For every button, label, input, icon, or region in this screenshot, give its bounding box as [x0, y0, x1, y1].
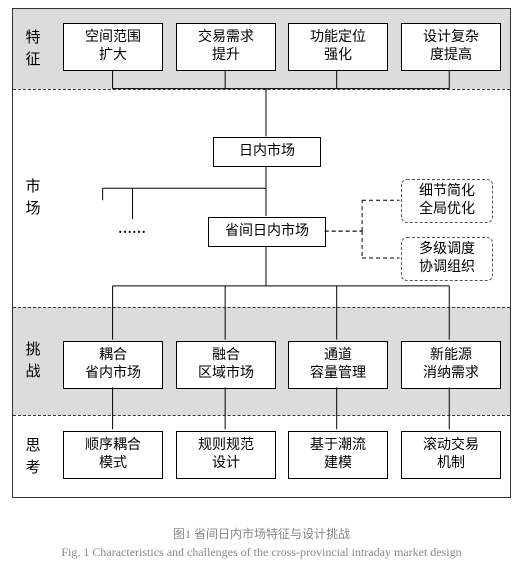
label-market: 市场	[13, 119, 53, 277]
diagram-frame: 特征 市场 挑战 思考 空间范围扩大 交易需求提升 功能定位强化 设计复杂度提高…	[12, 8, 511, 498]
label-market-text: 市场	[25, 176, 40, 221]
thoughts-box-0: 顺序耦合模式	[63, 431, 163, 479]
label-thoughts: 思考	[13, 415, 53, 499]
features-box-0: 空间范围扩大	[63, 23, 163, 71]
thoughts-box-1: 规则规范设计	[176, 431, 276, 479]
caption: 图1 省间日内市场特征与设计挑战 Fig. 1 Characteristics …	[0, 525, 523, 561]
label-thoughts-text: 思考	[25, 435, 40, 480]
label-features-text: 特征	[25, 27, 40, 72]
thoughts-box-3: 滚动交易机制	[401, 431, 501, 479]
features-box-1: 交易需求提升	[176, 23, 276, 71]
thoughts-box-2: 基于潮流建模	[288, 431, 388, 479]
intraday-market-box: 日内市场	[213, 137, 321, 167]
label-challenges-text: 挑战	[25, 339, 40, 384]
dash-3	[13, 415, 510, 416]
ellipsis: ……	[118, 222, 146, 238]
dash-2	[13, 307, 510, 308]
annot-0: 细节简化全局优化	[401, 179, 493, 223]
features-box-2: 功能定位强化	[288, 23, 388, 71]
challenges-box-1: 融合区域市场	[176, 341, 276, 389]
caption-en: Fig. 1 Characteristics and challenges of…	[0, 543, 523, 561]
challenges-box-2: 通道容量管理	[288, 341, 388, 389]
caption-zh: 图1 省间日内市场特征与设计挑战	[0, 525, 523, 543]
label-features: 特征	[13, 9, 53, 89]
challenges-box-3: 新能源消纳需求	[401, 341, 501, 389]
dash-1	[13, 89, 510, 90]
challenges-box-0: 耦合省内市场	[63, 341, 163, 389]
annot-1: 多级调度协调组织	[401, 237, 493, 281]
crossprov-market-box: 省间日内市场	[208, 217, 326, 247]
label-challenges: 挑战	[13, 307, 53, 415]
features-box-3: 设计复杂度提高	[401, 23, 501, 71]
